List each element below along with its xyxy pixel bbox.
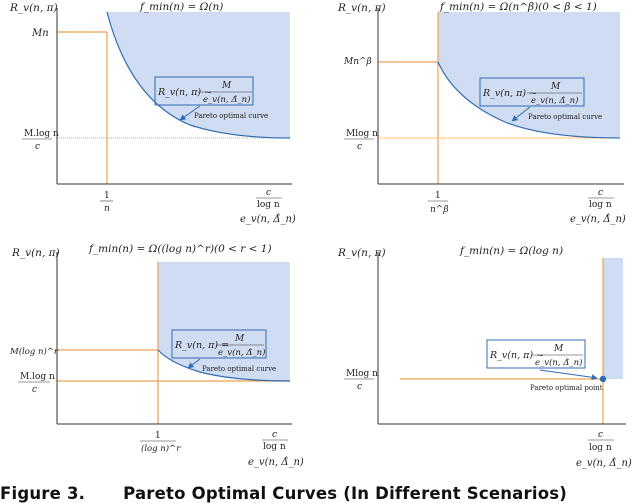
panel-c-y-tick-bottom-den: c xyxy=(32,385,37,395)
panel-a-x-end-num: c xyxy=(266,188,271,198)
panel-c-annotation: Pareto optimal curve xyxy=(202,365,276,373)
panel-a-formula-lhs: R_v(n, π) ~ xyxy=(157,87,212,98)
caption-text: Pareto Optimal Curves (In Different Scen… xyxy=(123,484,568,503)
panel-b-x-tick-num: 1 xyxy=(435,191,441,201)
panel-b-title: f_min(n) = Ω(n^β)(0 < β < 1) xyxy=(439,1,597,13)
panel-d-x-end-den: log n xyxy=(589,443,612,453)
panel-d-x-label: e_v(n, Δ̂_n) xyxy=(576,458,632,469)
panel-d: R_v(n, π) f_min(n) = Ω(log n) Mlog n c c… xyxy=(337,245,632,469)
panel-a-title: f_min(n) = Ω(n) xyxy=(139,1,223,13)
panel-d-formula-den: e_v(n, Δ̂_n) xyxy=(535,357,582,368)
panel-b-annotation-arrow xyxy=(511,106,531,122)
panel-d-y-tick-bottom-num: Mlog n xyxy=(346,369,378,379)
panel-c-formula-den: e_v(n, Δ̂_n) xyxy=(218,347,265,358)
panel-d-y-tick-bottom-den: c xyxy=(357,382,362,392)
panel-b-x-tick-den: n^β xyxy=(430,205,449,215)
panel-c-annotation-arrow xyxy=(187,358,201,369)
panel-b-x-end-num: c xyxy=(598,188,603,198)
panel-c-formula-box xyxy=(171,329,267,359)
panel-c-x-end-den: log n xyxy=(263,442,286,452)
panel-d-pareto-point xyxy=(599,375,607,383)
panel-c-y-tick-top: M(log n)^r xyxy=(9,346,59,357)
panel-c-x-tick-num: 1 xyxy=(155,431,161,441)
panel-b-formula-num: M xyxy=(550,82,561,92)
panel-a-annotation: Pareto optimal curve xyxy=(194,112,268,120)
panel-d-annotation: Pareto optimal point xyxy=(530,384,603,392)
figure-caption: Figure 3. Pareto Optimal Curves (In Diffe… xyxy=(0,484,640,503)
panel-a-y-tick-bottom-den: c xyxy=(35,142,40,152)
panel-c: R_v(n, π) f_min(n) = Ω((log n)^r)(0 < r … xyxy=(9,243,304,468)
panel-c-region xyxy=(158,262,290,381)
panel-a-x-tick-num: 1 xyxy=(104,191,110,201)
panel-d-annotation-arrow xyxy=(539,369,598,381)
panel-a-x-end-den: log n xyxy=(257,200,280,210)
panel-b-formula-lhs: R_v(n, π) ~ xyxy=(482,88,537,99)
panel-c-title: f_min(n) = Ω((log n)^r)(0 < r < 1) xyxy=(88,243,272,255)
panel-c-x-tick-den: (log n)^r xyxy=(141,443,181,454)
panel-c-x-label: e_v(n, Δ̂_n) xyxy=(248,457,304,468)
panel-b-y-tick-bottom-den: c xyxy=(357,142,362,152)
panel-b-y-label: R_v(n, π) xyxy=(337,2,386,14)
panel-b-x-end-den: log n xyxy=(589,200,612,210)
panel-c-pareto-curve xyxy=(157,349,291,382)
panel-d-formula-num: M xyxy=(553,344,564,354)
panel-c-y-label: R_v(n, π) xyxy=(11,247,60,259)
panel-a-formula-den: e_v(n, Δ̂_n) xyxy=(203,94,250,105)
panel-c-formula-num: M xyxy=(234,334,245,344)
panel-d-formula-box xyxy=(486,339,586,369)
panel-b-formula-den: e_v(n, Δ̂_n) xyxy=(531,95,578,106)
panel-b: R_v(n, π) f_min(n) = Ω(n^β)(0 < β < 1) M… xyxy=(337,1,626,225)
panel-b-y-tick-bottom-num: Mlog n xyxy=(346,129,378,139)
panel-a-pareto-curve xyxy=(106,11,291,139)
panel-b-pareto-curve xyxy=(437,61,621,139)
panel-a-x-tick-den: n xyxy=(104,204,110,214)
panel-a-annotation-arrow xyxy=(179,105,201,121)
caption-label: Figure 3. xyxy=(0,484,86,503)
panel-a-formula-box xyxy=(154,76,254,106)
panel-c-y-tick-bottom-num: M.log n xyxy=(20,372,55,382)
panel-d-title: f_min(n) = Ω(log n) xyxy=(459,245,563,257)
panel-d-formula-lhs: R_v(n, π) ~ xyxy=(489,350,544,361)
panel-b-formula-box xyxy=(479,77,585,107)
panel-a-y-tick-top: Mn xyxy=(31,28,49,39)
panel-a-x-label: e_v(n, Δ̂_n) xyxy=(240,214,296,225)
panel-a-region xyxy=(107,12,290,138)
panel-d-y-label: R_v(n, π) xyxy=(337,247,386,259)
panel-b-annotation: Pareto optimal curve xyxy=(528,113,602,121)
panel-c-formula-lhs: R_v(n, π) = xyxy=(174,340,229,351)
panel-d-region xyxy=(603,258,623,379)
panel-a-formula-num: M xyxy=(221,81,232,91)
panel-a-y-tick-bottom-num: M.log n xyxy=(24,129,59,139)
panel-b-x-label: e_v(n, Δ̂_n) xyxy=(570,214,626,225)
panel-b-y-tick-top: Mn^β xyxy=(343,57,372,67)
panel-a-y-label: R_v(n, π) xyxy=(9,2,58,14)
panel-d-x-end-num: c xyxy=(598,430,603,440)
panel-a: R_v(n, π) f_min(n) = Ω(n) Mn M.log n c 1… xyxy=(9,1,296,225)
panel-c-x-end-num: c xyxy=(272,430,277,440)
